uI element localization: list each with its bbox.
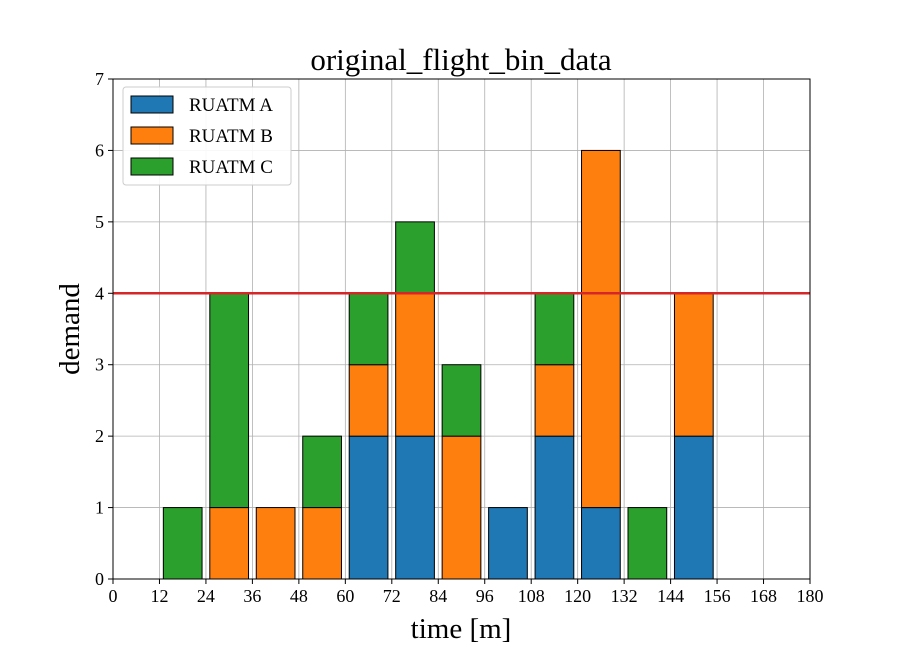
x-tick-label-14: 168 (750, 586, 777, 606)
x-tick-label-15: 180 (797, 586, 824, 606)
chart-title: original_flight_bin_data (310, 42, 612, 77)
y-tick-label-2: 2 (95, 426, 104, 446)
x-tick-label-7: 84 (429, 586, 447, 606)
y-tick-label-1: 1 (95, 498, 104, 518)
bar-ruatm-c-5 (348, 292, 389, 366)
bar-ruatm-c-2 (209, 292, 250, 509)
legend-label-2: RUATM C (189, 157, 273, 178)
bar-ruatm-b-4 (302, 507, 342, 580)
bar-ruatm-a-9 (534, 435, 575, 580)
bar-ruatm-b-2 (209, 507, 250, 580)
y-tick-label-4: 4 (95, 283, 104, 303)
legend-swatch-2 (130, 157, 174, 176)
bar-ruatm-a-8 (488, 507, 528, 580)
plot-frame (112, 78, 811, 580)
bar-ruatm-b-7 (441, 435, 482, 580)
bar-ruatm-b-3 (255, 507, 296, 580)
bar-ruatm-a-6 (395, 435, 435, 580)
x-tick-label-2: 24 (197, 586, 215, 606)
legend: RUATM A RUATM B RUATM C (122, 86, 292, 186)
bar-ruatm-c-7 (441, 364, 482, 437)
x-axis-label: time [m] (411, 613, 512, 645)
x-tick-label-3: 36 (243, 586, 261, 606)
y-tick-label-5: 5 (95, 212, 104, 232)
bar-ruatm-c-1 (162, 507, 203, 580)
x-tick-label-6: 72 (383, 586, 401, 606)
bar-ruatm-b-6 (395, 292, 435, 437)
bars (162, 149, 714, 580)
bar-ruatm-b-5 (348, 364, 389, 437)
bar-ruatm-c-11 (627, 507, 668, 580)
legend-swatch-1 (130, 126, 174, 145)
legend-label-1: RUATM B (189, 126, 273, 147)
x-axis-ticks: 0 12 24 36 48 60 72 84 96 108 120 132 144 156 168 180 (109, 579, 824, 606)
bar-ruatm-b-12 (673, 292, 714, 437)
y-tick-label-6: 6 (95, 140, 104, 160)
bar-ruatm-c-9 (534, 292, 575, 366)
x-tick-label-12: 144 (657, 586, 684, 606)
x-tick-label-10: 120 (564, 586, 591, 606)
x-tick-label-4: 48 (290, 586, 308, 606)
x-tick-label-1: 12 (150, 586, 168, 606)
legend-label-0: RUATM A (189, 95, 273, 116)
bar-ruatm-a-10 (581, 507, 621, 580)
y-axis-label: demand (54, 283, 86, 375)
y-axis-ticks: 0 1 2 3 4 5 6 7 (95, 69, 113, 589)
y-tick-label-3: 3 (95, 355, 104, 375)
bar-ruatm-a-5 (348, 435, 389, 580)
bar-ruatm-b-10 (581, 149, 621, 509)
x-tick-label-11: 132 (611, 586, 638, 606)
bar-ruatm-c-6 (395, 221, 435, 294)
y-tick-label-0: 0 (95, 569, 104, 589)
bar-ruatm-b-9 (534, 364, 575, 437)
x-tick-label-8: 96 (476, 586, 494, 606)
x-tick-label-13: 156 (704, 586, 731, 606)
x-tick-label-0: 0 (109, 586, 118, 606)
legend-swatch-0 (130, 95, 174, 114)
x-tick-label-9: 108 (518, 586, 545, 606)
bar-ruatm-a-12 (673, 435, 714, 580)
y-tick-label-7: 7 (95, 69, 104, 89)
bar-ruatm-c-4 (302, 435, 342, 509)
x-tick-label-5: 60 (336, 586, 354, 606)
